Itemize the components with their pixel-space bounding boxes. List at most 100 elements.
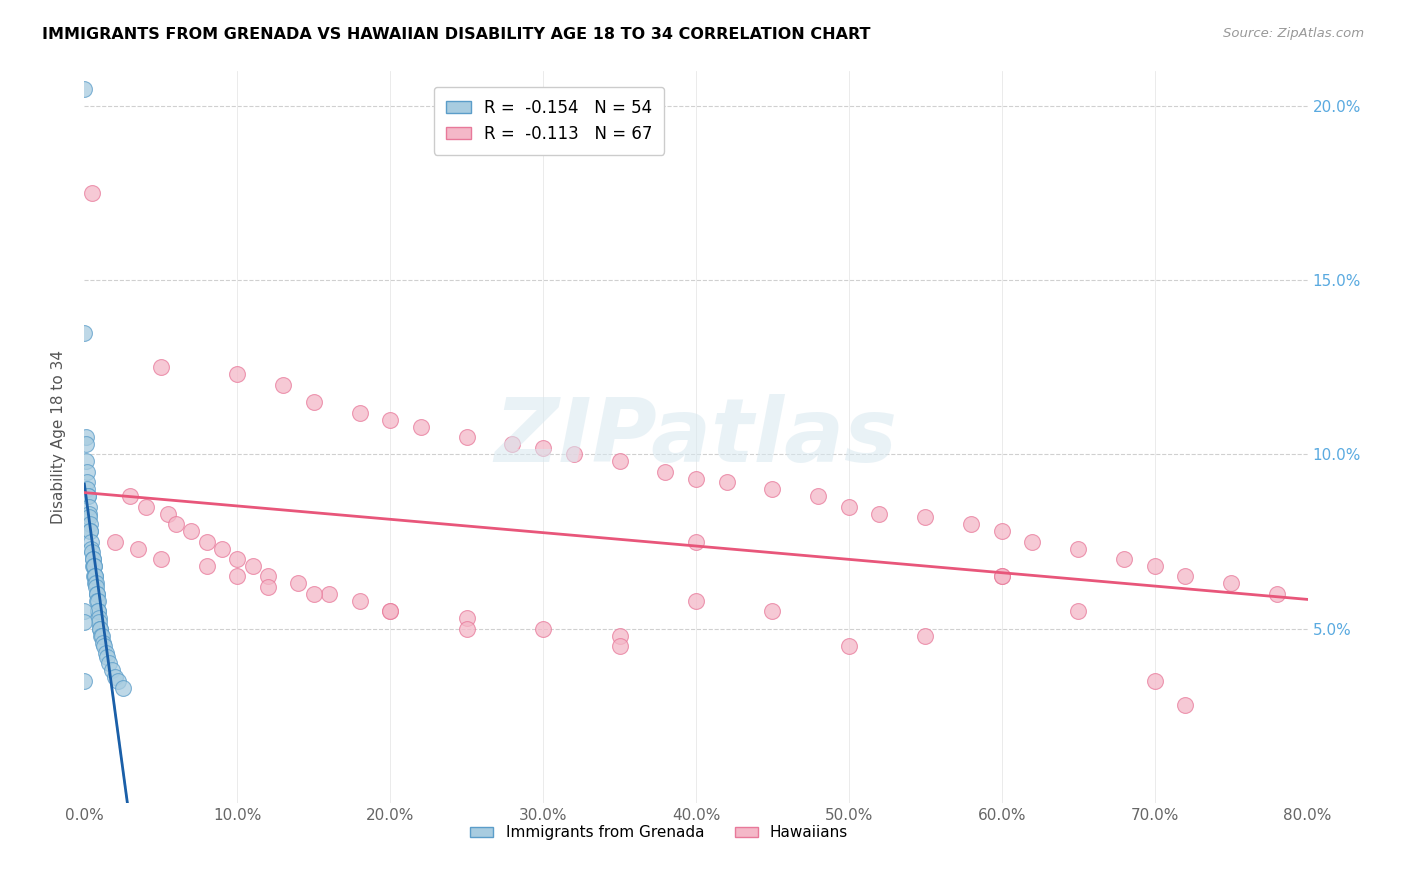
Point <box>77 507 100 521</box>
Point <box>838 639 860 653</box>
Point <box>80 186 103 201</box>
Point <box>761 604 783 618</box>
Point <box>149 552 172 566</box>
Point <box>609 639 631 653</box>
Point <box>380 412 402 426</box>
Text: Source: ZipAtlas.com: Source: ZipAtlas.com <box>1223 27 1364 40</box>
Point <box>94 646 117 660</box>
Point <box>685 472 707 486</box>
Point <box>80 534 103 549</box>
Point <box>73 615 96 629</box>
Point <box>807 489 830 503</box>
Point <box>1143 673 1166 688</box>
Point <box>716 475 738 490</box>
Point <box>654 465 676 479</box>
Point <box>838 500 860 514</box>
Point <box>76 489 98 503</box>
Point <box>87 611 110 625</box>
Point <box>180 524 202 538</box>
Point <box>456 622 478 636</box>
Point <box>991 569 1014 583</box>
Point <box>84 569 107 583</box>
Point <box>89 615 111 629</box>
Point <box>914 510 936 524</box>
Point <box>149 360 172 375</box>
Y-axis label: Disability Age 18 to 34: Disability Age 18 to 34 <box>51 350 66 524</box>
Point <box>380 604 402 618</box>
Point <box>91 629 114 643</box>
Point <box>73 673 96 688</box>
Point <box>104 534 127 549</box>
Point <box>127 541 149 556</box>
Point <box>75 437 97 451</box>
Point <box>75 454 97 468</box>
Point <box>157 507 180 521</box>
Point <box>83 558 105 573</box>
Point <box>97 657 120 671</box>
Point <box>101 664 124 678</box>
Point <box>1220 576 1243 591</box>
Point <box>1265 587 1288 601</box>
Point <box>257 569 280 583</box>
Point <box>84 576 107 591</box>
Point <box>77 489 100 503</box>
Point <box>86 587 108 601</box>
Point <box>96 649 118 664</box>
Point <box>318 587 340 601</box>
Point <box>287 576 309 591</box>
Point <box>107 673 129 688</box>
Point <box>609 629 631 643</box>
Point <box>991 569 1014 583</box>
Point <box>80 545 103 559</box>
Point <box>87 604 110 618</box>
Point <box>531 441 554 455</box>
Point <box>82 552 104 566</box>
Point <box>1067 541 1090 556</box>
Point <box>82 552 104 566</box>
Point <box>89 622 111 636</box>
Point <box>914 629 936 643</box>
Point <box>226 569 249 583</box>
Point <box>91 635 114 649</box>
Point <box>1174 698 1197 713</box>
Point <box>869 507 891 521</box>
Point <box>349 406 371 420</box>
Point <box>120 489 142 503</box>
Point <box>93 639 115 653</box>
Point <box>82 558 104 573</box>
Point <box>1067 604 1090 618</box>
Point <box>257 580 280 594</box>
Point <box>271 377 294 392</box>
Point <box>562 448 585 462</box>
Point <box>79 517 101 532</box>
Point <box>302 395 325 409</box>
Point <box>685 594 707 608</box>
Point <box>76 475 98 490</box>
Point <box>73 326 96 340</box>
Point <box>79 524 101 538</box>
Point <box>226 552 249 566</box>
Point <box>84 576 107 591</box>
Point <box>87 604 110 618</box>
Point <box>302 587 325 601</box>
Point <box>195 534 218 549</box>
Text: ZIPatlas: ZIPatlas <box>495 393 897 481</box>
Point <box>104 670 127 684</box>
Point <box>77 510 100 524</box>
Point <box>86 587 108 601</box>
Point <box>211 541 233 556</box>
Point <box>1143 558 1166 573</box>
Point <box>456 611 478 625</box>
Point <box>73 604 96 618</box>
Point <box>75 430 97 444</box>
Point <box>531 622 554 636</box>
Point <box>73 82 96 96</box>
Point <box>226 368 249 382</box>
Point <box>76 483 98 497</box>
Point <box>165 517 187 532</box>
Point <box>685 534 707 549</box>
Point <box>609 454 631 468</box>
Point <box>84 580 107 594</box>
Point <box>960 517 983 532</box>
Point <box>761 483 783 497</box>
